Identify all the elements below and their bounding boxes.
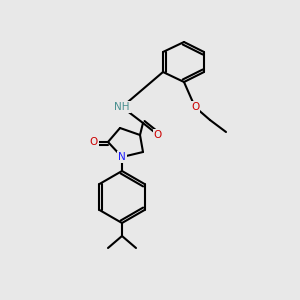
Text: O: O: [90, 137, 98, 147]
Text: O: O: [191, 102, 199, 112]
Text: O: O: [154, 130, 162, 140]
Text: NH: NH: [114, 102, 130, 112]
Text: N: N: [118, 152, 126, 162]
